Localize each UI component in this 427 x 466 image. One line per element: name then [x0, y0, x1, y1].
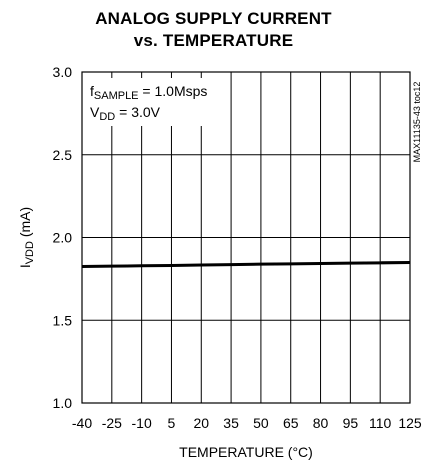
- x-tick-label: 110: [369, 415, 392, 431]
- plot-frame: [81, 71, 411, 404]
- x-tick-labels: -40 -25 -10 5 20 35 50 65 80 95 110 125: [72, 415, 422, 431]
- annotation-v-sub: DD: [99, 111, 115, 123]
- y-tick-label: 1.5: [53, 312, 73, 328]
- x-tick-label: 50: [253, 415, 269, 431]
- x-tick-label: 80: [313, 415, 329, 431]
- series-line: [81, 260, 411, 268]
- chart-title-line2: vs. TEMPERATURE: [133, 31, 294, 50]
- annotation-f-value: = 1.0Msps: [139, 83, 208, 99]
- y-tick-labels: 1.0 1.5 2.0 2.5 3.0: [53, 64, 73, 411]
- y-axis-label-unit: (mA): [17, 207, 33, 241]
- annotation-sample-rate: fSAMPLE = 1.0Msps: [90, 83, 207, 102]
- annotation-background: [84, 78, 224, 126]
- x-tick-label: -10: [132, 415, 152, 431]
- annotation-supply-voltage: VDD = 3.0V: [90, 104, 161, 123]
- y-axis-label-main: I: [17, 264, 33, 268]
- annotation-f: f: [90, 83, 94, 99]
- x-tick-label: 95: [343, 415, 359, 431]
- x-tick-label: 125: [398, 415, 422, 431]
- chart-title: ANALOG SUPPLY CURRENT vs. TEMPERATURE: [0, 8, 427, 52]
- x-tick-label: 5: [168, 415, 176, 431]
- y-tick-label: 2.0: [53, 230, 73, 246]
- x-tick-label: -25: [102, 415, 122, 431]
- x-tick-label: -40: [72, 415, 92, 431]
- grid: [82, 72, 410, 403]
- x-axis-label: TEMPERATURE (°C): [179, 444, 313, 460]
- y-tick-label: 3.0: [53, 64, 73, 80]
- y-axis-label: IVDD (mA): [17, 207, 36, 268]
- annotation-v: V: [90, 104, 100, 120]
- annotation-f-sub: SAMPLE: [94, 90, 139, 102]
- series-layer: [81, 260, 411, 268]
- x-tick-label: 65: [283, 415, 299, 431]
- y-tick-label: 2.5: [53, 147, 73, 163]
- annotation-v-value: = 3.0V: [115, 104, 160, 120]
- chart-title-line1: ANALOG SUPPLY CURRENT: [95, 9, 332, 28]
- y-tick-label: 1.0: [53, 395, 73, 411]
- x-tick-label: 20: [193, 415, 209, 431]
- figure-code: MAX11135-43 toc12: [412, 82, 422, 163]
- x-tick-label: 35: [223, 415, 239, 431]
- y-axis-label-sub: VDD: [24, 241, 36, 264]
